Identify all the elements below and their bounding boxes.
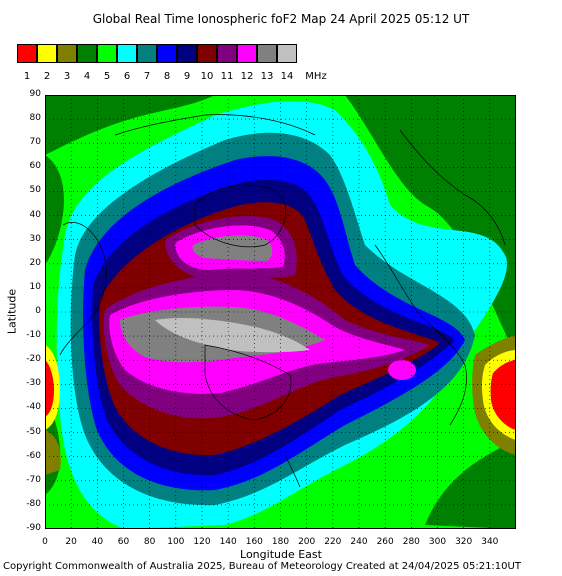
y-tick-label: -70 xyxy=(26,474,41,485)
legend-swatch xyxy=(57,44,77,63)
y-tick-label: -10 xyxy=(26,330,41,341)
x-tick-label: 60 xyxy=(117,537,130,547)
y-tick-label: 90 xyxy=(29,89,41,99)
y-tick-label: 10 xyxy=(29,281,41,292)
legend-label: 11 xyxy=(220,71,234,82)
y-tick-label: -20 xyxy=(26,354,41,365)
legend-label: 10 xyxy=(200,71,214,82)
foF2-contour-map xyxy=(45,95,516,530)
y-tick-label: -90 xyxy=(26,523,41,533)
legend-swatch xyxy=(197,44,217,63)
y-tick-label: 0 xyxy=(35,306,41,316)
x-tick-label: 80 xyxy=(143,537,156,547)
x-tick-label: 160 xyxy=(245,537,263,547)
legend-swatch xyxy=(97,44,117,63)
x-tick-label: 300 xyxy=(428,537,447,547)
x-tick-label: 100 xyxy=(167,537,185,547)
y-tick-label: -60 xyxy=(26,450,41,461)
legend-label: 2 xyxy=(43,71,51,82)
legend-swatch xyxy=(77,44,97,63)
y-tick-label: -80 xyxy=(26,498,41,509)
legend-swatch xyxy=(137,44,157,63)
legend-label: 14 xyxy=(280,71,294,82)
legend-label: 6 xyxy=(123,71,131,82)
y-tick-label: 80 xyxy=(29,113,41,124)
y-tick-label: 60 xyxy=(29,161,41,172)
legend-label: 13 xyxy=(260,71,274,82)
legend-swatch xyxy=(217,44,237,63)
legend-label: 12 xyxy=(240,71,254,82)
legend-swatch xyxy=(237,44,257,63)
x-axis-title: Longitude East xyxy=(240,548,322,561)
legend-label: 3 xyxy=(63,71,71,82)
legend-swatch xyxy=(257,44,277,63)
legend-label: 8 xyxy=(163,71,171,82)
legend-label: 7 xyxy=(143,71,151,82)
legend-swatch xyxy=(17,44,37,63)
legend-label: 9 xyxy=(183,71,191,82)
x-tick-label: 120 xyxy=(193,537,211,547)
x-tick-label: 320 xyxy=(455,537,473,547)
x-tick-label: 280 xyxy=(402,537,420,547)
x-tick-label: 200 xyxy=(298,537,316,547)
color-legend xyxy=(17,44,297,65)
y-tick-label: 50 xyxy=(29,185,41,196)
x-tick-label: 40 xyxy=(91,537,104,547)
x-tick-label: 240 xyxy=(350,537,368,547)
y-tick-label: -50 xyxy=(26,426,41,437)
map-title: Global Real Time Ionospheric foF2 Map 24… xyxy=(92,12,470,26)
y-tick-label: 30 xyxy=(29,233,41,244)
legend-label: 1 xyxy=(23,71,31,82)
y-tick-label: 20 xyxy=(29,257,41,268)
legend-swatch xyxy=(117,44,137,63)
x-tick-label: 140 xyxy=(219,537,237,547)
legend-swatch xyxy=(177,44,197,63)
legend-label: 4 xyxy=(83,71,91,82)
legend-swatch xyxy=(37,44,57,63)
copyright-footer: Copyright Commonwealth of Australia 2025… xyxy=(3,561,521,572)
y-tick-label: 70 xyxy=(29,137,41,148)
legend-swatch xyxy=(277,44,297,63)
legend-swatch xyxy=(157,44,177,63)
x-tick-label: 20 xyxy=(65,537,77,547)
y-tick-label: 40 xyxy=(29,209,41,220)
x-tick-label: 340 xyxy=(481,537,499,547)
legend-label: 5 xyxy=(103,71,111,82)
x-tick-label: 0 xyxy=(42,537,48,547)
x-tick-label: 180 xyxy=(271,537,290,547)
x-tick-label: 220 xyxy=(324,537,342,547)
foF2-map xyxy=(45,95,516,530)
y-tick-label: -40 xyxy=(26,402,41,413)
y-tick-label: -30 xyxy=(26,378,41,389)
legend-unit: MHz xyxy=(305,71,327,82)
y-axis-title: Latitude xyxy=(5,288,19,335)
x-tick-label: 260 xyxy=(376,537,394,547)
